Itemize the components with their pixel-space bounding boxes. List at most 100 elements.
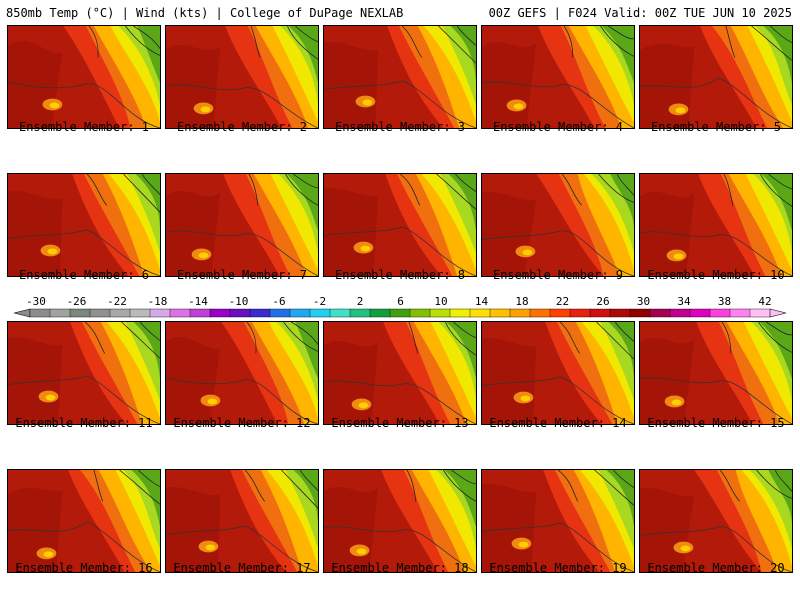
colorbar-tick-label: 14 [475,295,489,308]
colorbar-tick-label: 6 [397,295,404,308]
ensemble-member-map [323,25,477,129]
ensemble-member-map [165,25,319,129]
colorbar-swatch [629,308,651,318]
colorbar-tick-label: -2 [313,295,326,308]
colorbar-swatch [569,308,591,318]
colorbar-swatch [649,308,671,318]
colorbar-swatch [689,308,711,318]
colorbar-swatch [289,308,311,318]
colorbar-swatch [269,308,291,318]
colorbar-swatch [709,308,731,318]
colorbar-swatch [109,308,131,318]
ensemble-member-caption: Ensemble Member: 12 [173,416,311,430]
ensemble-member-map [165,469,319,573]
ensemble-member-caption: Ensemble Member: 7 [176,268,308,282]
colorbar-swatch [309,308,331,318]
colorbar-tick-label: 2 [357,295,364,308]
colorbar-swatch [729,308,751,318]
ensemble-member-caption: Ensemble Member: 15 [647,416,785,430]
ensemble-member-caption: Ensemble Member: 8 [334,268,466,282]
colorbar-swatch [69,308,91,318]
ensemble-member-map [165,321,319,425]
colorbar-tick-label: -6 [272,295,285,308]
ensemble-member-map [639,469,793,573]
colorbar-swatch [609,308,631,318]
colorbar-tick-label: 42 [758,295,771,308]
ensemble-member-caption: Ensemble Member: 3 [334,120,466,134]
map-title: 850mb Temp (°C) | Wind (kts) | College o… [6,6,404,20]
ensemble-member-map [7,25,161,129]
colorbar-swatch [369,308,391,318]
ensemble-member-caption: Ensemble Member: 19 [489,561,627,575]
ensemble-member-caption: Ensemble Member: 10 [647,268,785,282]
colorbar-swatch [249,308,271,318]
temperature-colorbar: -30 -26 -22 -18 -14 -10 -6 -2 2 6 10 14 18 22 26 30 34 38… [13,295,787,318]
colorbar-swatch [509,308,531,318]
colorbar-tick-label: 38 [718,295,731,308]
ensemble-member-caption: Ensemble Member: 6 [18,268,150,282]
colorbar-tick-label: -14 [188,295,208,308]
ensemble-member-caption: Ensemble Member: 11 [15,416,153,430]
ensemble-member-map [639,321,793,425]
ensemble-member-caption: Ensemble Member: 18 [331,561,469,575]
colorbar-tick-label: -18 [148,295,168,308]
colorbar-swatch [209,308,231,318]
ensemble-member-map [481,321,635,425]
ensemble-member-map [481,469,635,573]
ensemble-member-map [481,173,635,277]
colorbar-tick-label: 30 [637,295,650,308]
colorbar-swatch [29,308,51,318]
ensemble-member-caption: Ensemble Member: 9 [492,268,624,282]
colorbar-swatch [89,308,111,318]
ensemble-member-caption: Ensemble Member: 13 [331,416,469,430]
colorbar-swatch [329,308,351,318]
ensemble-member-caption: Ensemble Member: 2 [176,120,308,134]
ensemble-member-caption: Ensemble Member: 4 [492,120,624,134]
colorbar-arrow-high [769,308,787,318]
colorbar-swatch [429,308,451,318]
ensemble-member-caption: Ensemble Member: 20 [647,561,785,575]
ensemble-member-caption: Ensemble Member: 1 [18,120,150,134]
ensemble-member-caption: Ensemble Member: 14 [489,416,627,430]
colorbar-tick-label: 18 [515,295,528,308]
colorbar-swatch [449,308,471,318]
colorbar-swatch [149,308,171,318]
ensemble-member-map [165,173,319,277]
colorbar-swatch [529,308,551,318]
colorbar-swatch [549,308,571,318]
ensemble-member-map [7,321,161,425]
ensemble-member-map [7,469,161,573]
colorbar-swatch [389,308,411,318]
colorbar-swatch [669,308,691,318]
colorbar-swatch [409,308,431,318]
colorbar-swatch [169,308,191,318]
ensemble-member-caption: Ensemble Member: 16 [15,561,153,575]
colorbar-swatch [489,308,511,318]
colorbar-swatch [749,308,771,318]
colorbar-swatch [469,308,491,318]
colorbar-swatch [189,308,211,318]
colorbar-tick-label: -22 [107,295,127,308]
ensemble-member-map [639,173,793,277]
ensemble-member-map [7,173,161,277]
ensemble-member-map [323,321,477,425]
ensemble-member-map [323,469,477,573]
colorbar-tick-label: 26 [596,295,609,308]
colorbar-tick-label: 34 [677,295,691,308]
colorbar-swatch [229,308,251,318]
ensemble-member-caption: Ensemble Member: 5 [650,120,782,134]
colorbar-swatch [129,308,151,318]
colorbar-swatch [589,308,611,318]
ensemble-member-caption: Ensemble Member: 17 [173,561,311,575]
colorbar-tick-label: -26 [67,295,87,308]
colorbar-swatch [49,308,71,318]
colorbar-tick-label: 22 [556,295,569,308]
colorbar-tick-label: 10 [434,295,447,308]
model-run-info: 00Z GEFS | F024 Valid: 00Z TUE JUN 10 20… [488,6,792,20]
ensemble-member-map [639,25,793,129]
colorbar-tick-label: -10 [229,295,249,308]
ensemble-member-map [323,173,477,277]
colorbar-arrow-low [13,308,31,318]
ensemble-member-map [481,25,635,129]
colorbar-tick-label: -30 [26,295,46,308]
